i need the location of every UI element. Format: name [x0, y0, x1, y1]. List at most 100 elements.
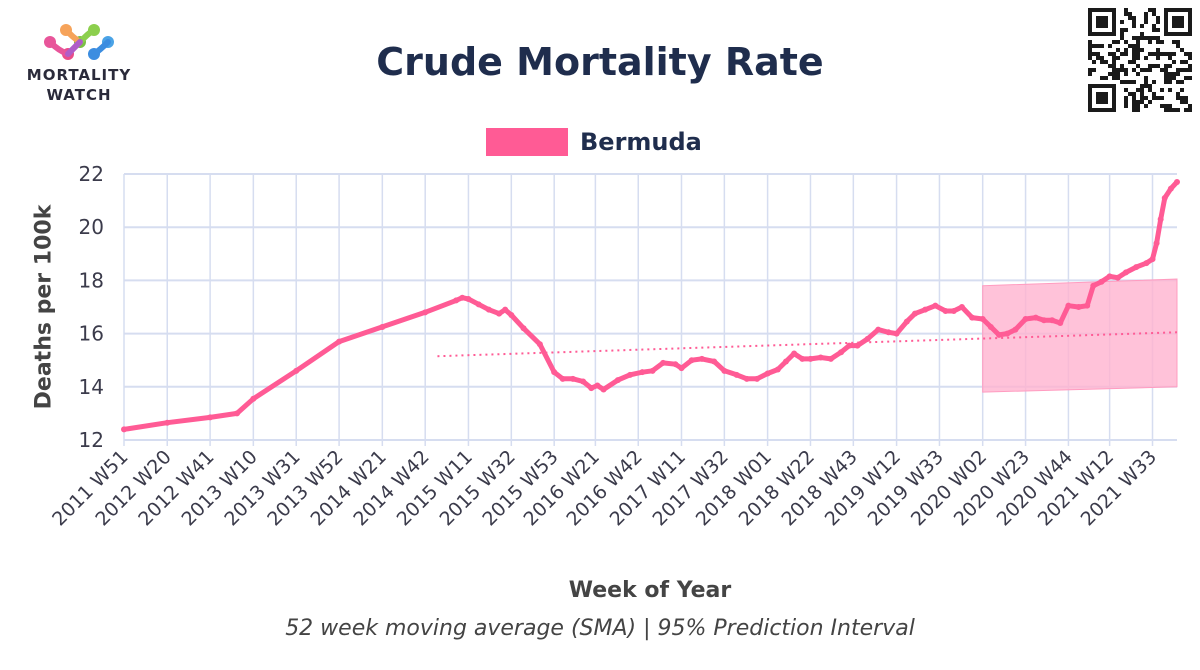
- qr-module: [1176, 68, 1180, 72]
- data-point: [1090, 282, 1097, 289]
- qr-module: [1152, 92, 1156, 96]
- qr-module: [1144, 16, 1148, 20]
- qr-module: [1112, 76, 1116, 80]
- x-axis-title: Week of Year: [568, 578, 732, 603]
- qr-module: [1180, 100, 1184, 104]
- qr-module: [1168, 76, 1172, 80]
- qr-module: [1104, 60, 1108, 64]
- qr-module: [1164, 68, 1168, 72]
- data-point: [764, 370, 771, 377]
- qr-module: [1136, 88, 1140, 92]
- qr-module: [1140, 84, 1144, 88]
- qr-module: [1160, 104, 1164, 108]
- data-point: [807, 355, 814, 362]
- qr-module: [1124, 104, 1128, 108]
- qr-module: [1124, 68, 1128, 72]
- qr-module: [1144, 68, 1148, 72]
- qr-module: [1124, 100, 1128, 104]
- data-point: [721, 367, 728, 374]
- qr-module: [1088, 72, 1092, 76]
- qr-module: [1152, 52, 1156, 56]
- qr-module: [1176, 72, 1180, 76]
- qr-module: [1156, 28, 1160, 32]
- qr-module: [1132, 92, 1136, 96]
- qr-module: [1156, 52, 1160, 56]
- qr-module: [1144, 84, 1148, 88]
- qr-module: [1092, 44, 1096, 48]
- qr-module: [1112, 52, 1116, 56]
- data-point: [1075, 304, 1082, 310]
- qr-module: [1176, 40, 1180, 44]
- data-point: [1161, 194, 1168, 201]
- legend-swatch: [486, 128, 568, 156]
- qr-module: [1100, 56, 1104, 60]
- qr-finder-core: [1096, 16, 1108, 28]
- qr-module: [1128, 12, 1132, 16]
- data-point: [791, 350, 798, 357]
- qr-module: [1156, 48, 1160, 52]
- data-point: [207, 414, 214, 421]
- data-point: [594, 382, 601, 389]
- qr-module: [1140, 92, 1144, 96]
- qr-module: [1140, 100, 1144, 104]
- data-point: [614, 377, 621, 384]
- qr-module: [1088, 48, 1092, 52]
- qr-module: [1176, 92, 1180, 96]
- qr-finder-core: [1096, 92, 1108, 104]
- qr-module: [1120, 64, 1124, 68]
- y-tick-label: 16: [79, 322, 104, 346]
- qr-module: [1128, 60, 1132, 64]
- qr-module: [1168, 56, 1172, 60]
- qr-module: [1172, 76, 1176, 80]
- qr-module: [1156, 64, 1160, 68]
- qr-module: [1148, 68, 1152, 72]
- data-point: [827, 355, 834, 362]
- qr-code-icon[interactable]: [1088, 8, 1192, 112]
- qr-module: [1128, 16, 1132, 20]
- qr-module: [1144, 96, 1148, 100]
- mortality-watch-logo: MORTALITY WATCH: [14, 18, 144, 108]
- qr-module: [1184, 96, 1188, 100]
- data-point: [799, 355, 806, 362]
- qr-module: [1168, 52, 1172, 56]
- qr-module: [1132, 80, 1136, 84]
- data-point: [782, 358, 789, 365]
- data-point: [854, 342, 861, 349]
- qr-module: [1088, 56, 1092, 60]
- data-point: [958, 304, 965, 310]
- data-point: [1149, 256, 1156, 263]
- qr-module: [1104, 76, 1108, 80]
- data-point: [559, 375, 566, 382]
- qr-module: [1112, 64, 1116, 68]
- qr-module: [1156, 36, 1160, 40]
- data-point: [660, 359, 667, 366]
- data-point: [733, 371, 740, 378]
- data-point: [942, 307, 949, 314]
- data-point: [336, 338, 343, 345]
- qr-module: [1140, 32, 1144, 36]
- data-point: [875, 326, 882, 333]
- qr-module: [1164, 80, 1168, 84]
- data-point: [459, 294, 466, 301]
- qr-module: [1100, 44, 1104, 48]
- qr-module: [1144, 20, 1148, 24]
- data-point: [774, 366, 781, 373]
- qr-module: [1156, 20, 1160, 24]
- qr-module: [1088, 52, 1092, 56]
- qr-module: [1148, 36, 1152, 40]
- qr-module: [1132, 36, 1136, 40]
- qr-module: [1184, 108, 1188, 112]
- legend-label[interactable]: Bermuda: [580, 128, 702, 156]
- data-point: [508, 311, 515, 318]
- qr-module: [1160, 96, 1164, 100]
- qr-module: [1096, 52, 1100, 56]
- qr-module: [1180, 80, 1184, 84]
- qr-module: [1132, 16, 1136, 20]
- data-point: [536, 341, 543, 348]
- qr-module: [1140, 88, 1144, 92]
- data-point: [293, 367, 300, 374]
- qr-module: [1100, 76, 1104, 80]
- qr-module: [1120, 28, 1124, 32]
- data-point: [846, 342, 853, 349]
- data-point: [1098, 278, 1105, 285]
